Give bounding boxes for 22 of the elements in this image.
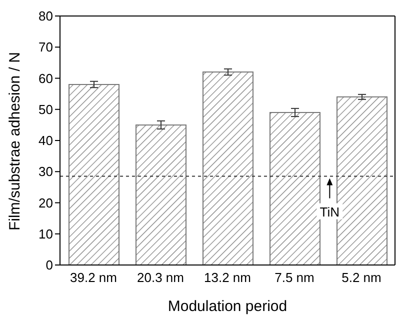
bar (270, 112, 320, 265)
x-axis-title: Modulation period (168, 298, 288, 315)
y-tick-label: 70 (38, 40, 53, 55)
x-tick-label: 5.2 nm (342, 270, 382, 286)
bar (336, 96, 388, 265)
bar (68, 84, 120, 265)
y-tick-label: 60 (38, 70, 53, 86)
y-tick-label: 0 (46, 258, 53, 273)
ref-line-label: TiN (320, 204, 340, 220)
y-tick-label: 40 (38, 133, 53, 148)
x-tick-label: 7.5 nm (274, 270, 314, 286)
x-tick-label: 13.2 nm (204, 270, 251, 286)
y-tick-label: 50 (38, 102, 53, 117)
x-tick-label: 20.3 nm (137, 270, 184, 286)
x-tick-label: 39.2 nm (70, 270, 117, 286)
y-tick-label: 30 (38, 164, 53, 180)
bar (136, 124, 186, 265)
y-tick-label: 80 (38, 8, 53, 24)
y-axis-title: Film/substrae adhesion / N (6, 52, 24, 230)
y-tick-label: 20 (38, 195, 53, 210)
y-tick-label: 10 (38, 226, 53, 242)
bar (202, 72, 254, 265)
